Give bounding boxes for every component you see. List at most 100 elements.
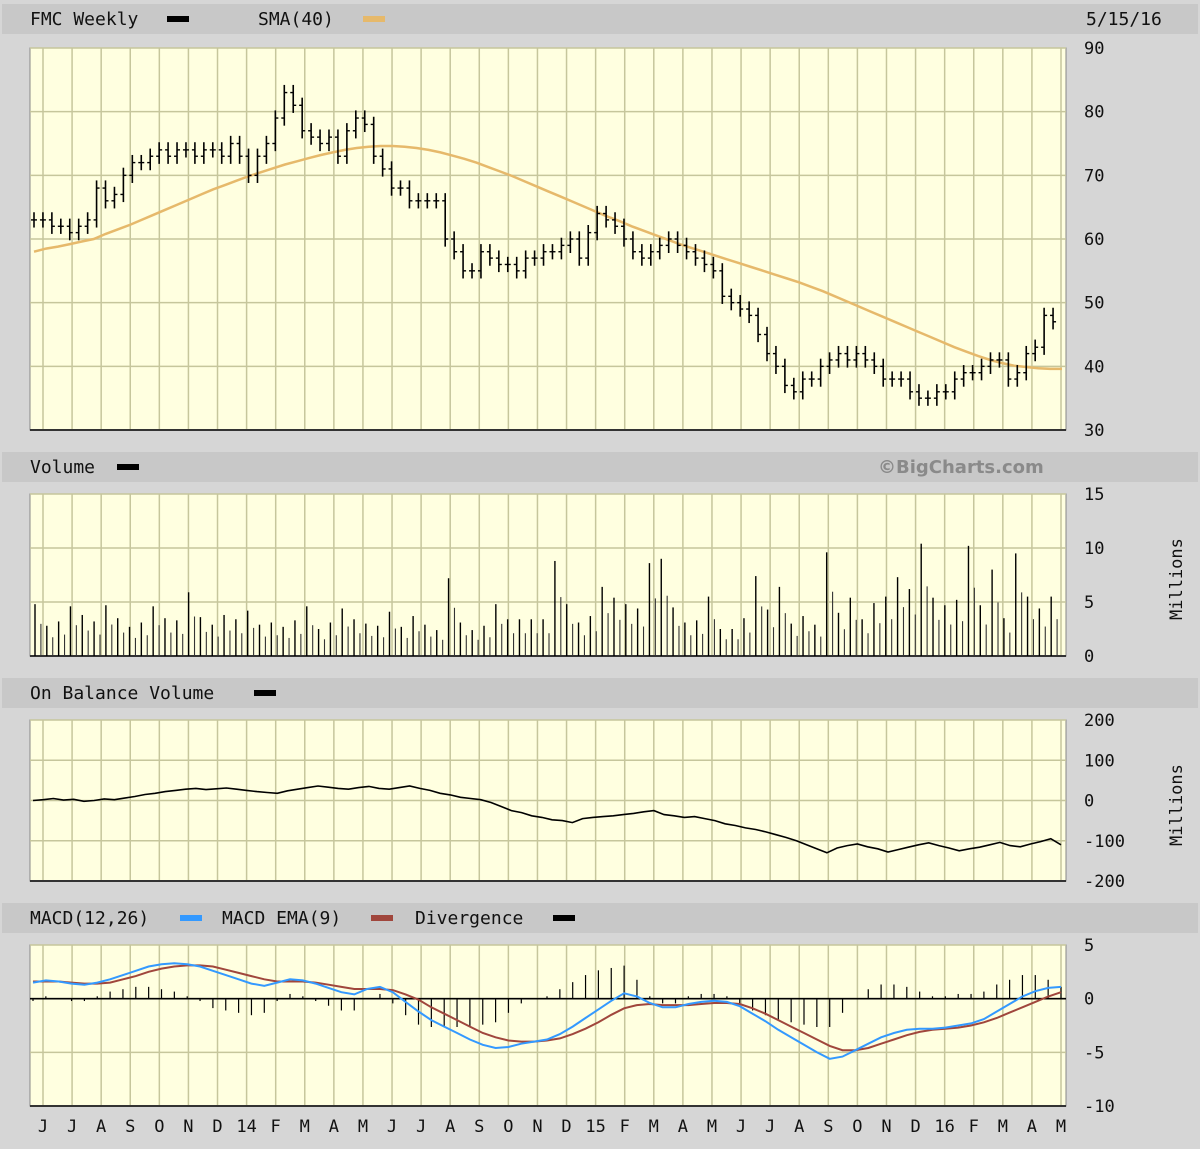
price-bar [781,358,788,394]
x-axis-label: A [678,1117,688,1137]
price-bar [165,142,172,164]
price-bar [933,384,940,406]
x-axis-label: O [503,1117,513,1137]
price-bar [406,180,413,209]
obv-y-tick: 100 [1084,751,1115,771]
price-bar [576,231,583,266]
price-bar [728,288,735,311]
price-bar [182,142,189,158]
macd-legend-swatch [180,915,202,921]
price-bar [772,345,779,374]
price-bar [558,237,565,260]
obv-title: On Balance Volume [30,683,214,704]
price-bar [674,231,681,254]
x-axis-label: F [620,1117,630,1137]
price-bar [719,263,726,304]
price-bar [531,250,538,266]
x-axis-label: 16 [934,1117,954,1137]
price-bar [200,142,207,164]
price-bar [585,224,592,266]
price-bar [39,212,46,228]
x-axis-label: O [852,1117,862,1137]
price-bar [272,110,279,152]
price-bar [174,142,181,164]
sma-line [33,144,1062,371]
price-bar [862,345,869,368]
divergence-label: Divergence [415,908,523,929]
volume-units: Millions [1167,538,1187,620]
price-bar [603,205,610,228]
volume-plot-area [29,493,1067,657]
price-y-tick: 40 [1084,357,1104,377]
price-bar [549,244,556,260]
macd-panel: 5 0 -5 -10 [29,936,1115,1117]
price-bar [746,301,753,324]
price-bar [817,358,824,387]
price-bar [209,142,216,158]
x-axis-label: M [1056,1117,1066,1137]
price-bar [486,244,493,266]
sma-legend-swatch [363,16,385,22]
price-bar [987,352,994,374]
price-y-tick: 90 [1084,39,1104,59]
obv-units: Millions [1167,764,1187,846]
x-axis-label: 15 [585,1117,605,1137]
price-bar [93,180,100,228]
price-y-tick: 80 [1084,103,1104,123]
x-axis-label: A [329,1117,339,1137]
obv-y-tick: -200 [1084,872,1125,892]
obv-y-tick: 0 [1084,792,1094,812]
price-bar [424,193,431,209]
x-axis-label: J [387,1117,397,1137]
price-bar [111,186,118,209]
price-bar [871,352,878,374]
watermark: ©BigCharts.com [878,457,1044,478]
x-axis-label: J [38,1117,48,1137]
price-bar [1032,339,1039,362]
price-bar [889,371,896,387]
obv-y-tick: 200 [1084,711,1115,731]
x-axis-label: F [969,1117,979,1137]
x-axis-label: A [445,1117,455,1137]
price-y-tick: 70 [1084,166,1104,186]
x-axis-label: S [474,1117,484,1137]
x-axis-label: D [212,1117,222,1137]
x-axis-label: O [154,1117,164,1137]
price-y-tick: 60 [1084,230,1104,250]
price-bar [1005,352,1012,387]
price-bar [683,237,690,260]
price-bar [996,352,1003,368]
price-bar [343,123,350,164]
macd-y-tick: -5 [1084,1043,1104,1063]
price-bar [737,295,744,317]
price-bar [129,154,136,183]
price-bar [397,180,404,196]
x-axis-label: S [125,1117,135,1137]
price-bar [629,231,636,260]
price-bar [31,212,37,228]
obv-line [32,785,1062,854]
macd-ema-legend-swatch [371,915,393,921]
volume-y-tick: 10 [1084,539,1104,559]
price-bar [334,129,341,164]
volume-y-tick: 0 [1084,647,1094,667]
x-axis-label: D [910,1117,920,1137]
price-bar [325,129,332,152]
price-bar [665,231,672,254]
price-bar [907,371,914,400]
x-axis-label: D [561,1117,571,1137]
price-bar [1041,307,1048,355]
price-bar [66,218,73,241]
x-axis-label: M [358,1117,368,1137]
price-y-tick: 50 [1084,294,1104,314]
macd-line [32,962,1062,1060]
price-bar [638,244,645,266]
price-bar [102,180,109,209]
price-bar [808,371,815,387]
price-bar [218,142,225,164]
price-bar [522,250,529,279]
sma-label: SMA(40) [258,9,334,30]
price-bar [75,218,82,241]
volume-title: Volume [30,457,95,478]
price-bar [960,365,967,387]
